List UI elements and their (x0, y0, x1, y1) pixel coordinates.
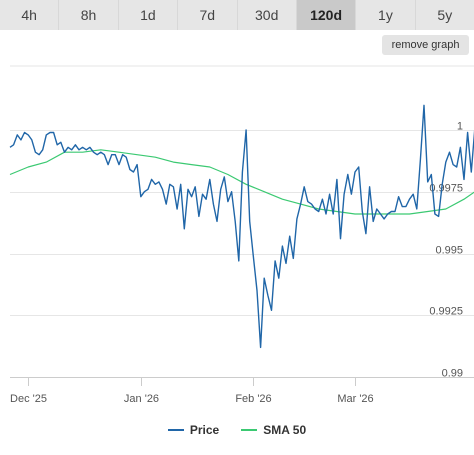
legend-item-sma[interactable]: SMA 50 (241, 421, 306, 439)
y-tick-label: 0.9975 (429, 183, 463, 195)
tab-120d[interactable]: 120d (296, 0, 357, 30)
chart-legend: Price SMA 50 (0, 421, 474, 439)
tab-7d[interactable]: 7d (178, 0, 238, 30)
tab-30d[interactable]: 30d (237, 0, 297, 30)
y-tick-label: 0.9925 (429, 306, 463, 318)
legend-label-sma: SMA 50 (263, 423, 307, 437)
time-range-tabs: 4h 8h 1d 7d 30d 120d 1y 5y (0, 0, 474, 30)
x-tick-label: Mar '26 (337, 393, 373, 405)
tab-8h[interactable]: 8h (59, 0, 119, 30)
legend-swatch-sma (241, 429, 258, 431)
legend-label-price: Price (189, 423, 220, 437)
legend-swatch-price (167, 429, 184, 431)
y-tick-label: 0.995 (435, 245, 463, 257)
series-line-sma-50 (9, 149, 474, 215)
legend-item-price[interactable]: Price (167, 421, 220, 439)
price-chart: 1 0.9975 0.995 0.9925 0.99 Dec '25 Jan '26 Feb … (9, 65, 474, 405)
x-tick-label: Dec '25 (10, 393, 47, 405)
tab-5y[interactable]: 5y (415, 0, 474, 30)
x-tick-label: Feb '26 (235, 393, 271, 405)
y-tick-label: 1 (457, 121, 463, 133)
x-tick-label: Jan '26 (124, 393, 159, 405)
series-line-price (9, 104, 474, 349)
tab-1y[interactable]: 1y (356, 0, 416, 30)
remove-graph-button[interactable]: remove graph (382, 35, 469, 55)
tab-1d[interactable]: 1d (118, 0, 179, 30)
tab-4h[interactable]: 4h (0, 0, 60, 30)
y-tick-label: 0.99 (442, 368, 463, 380)
